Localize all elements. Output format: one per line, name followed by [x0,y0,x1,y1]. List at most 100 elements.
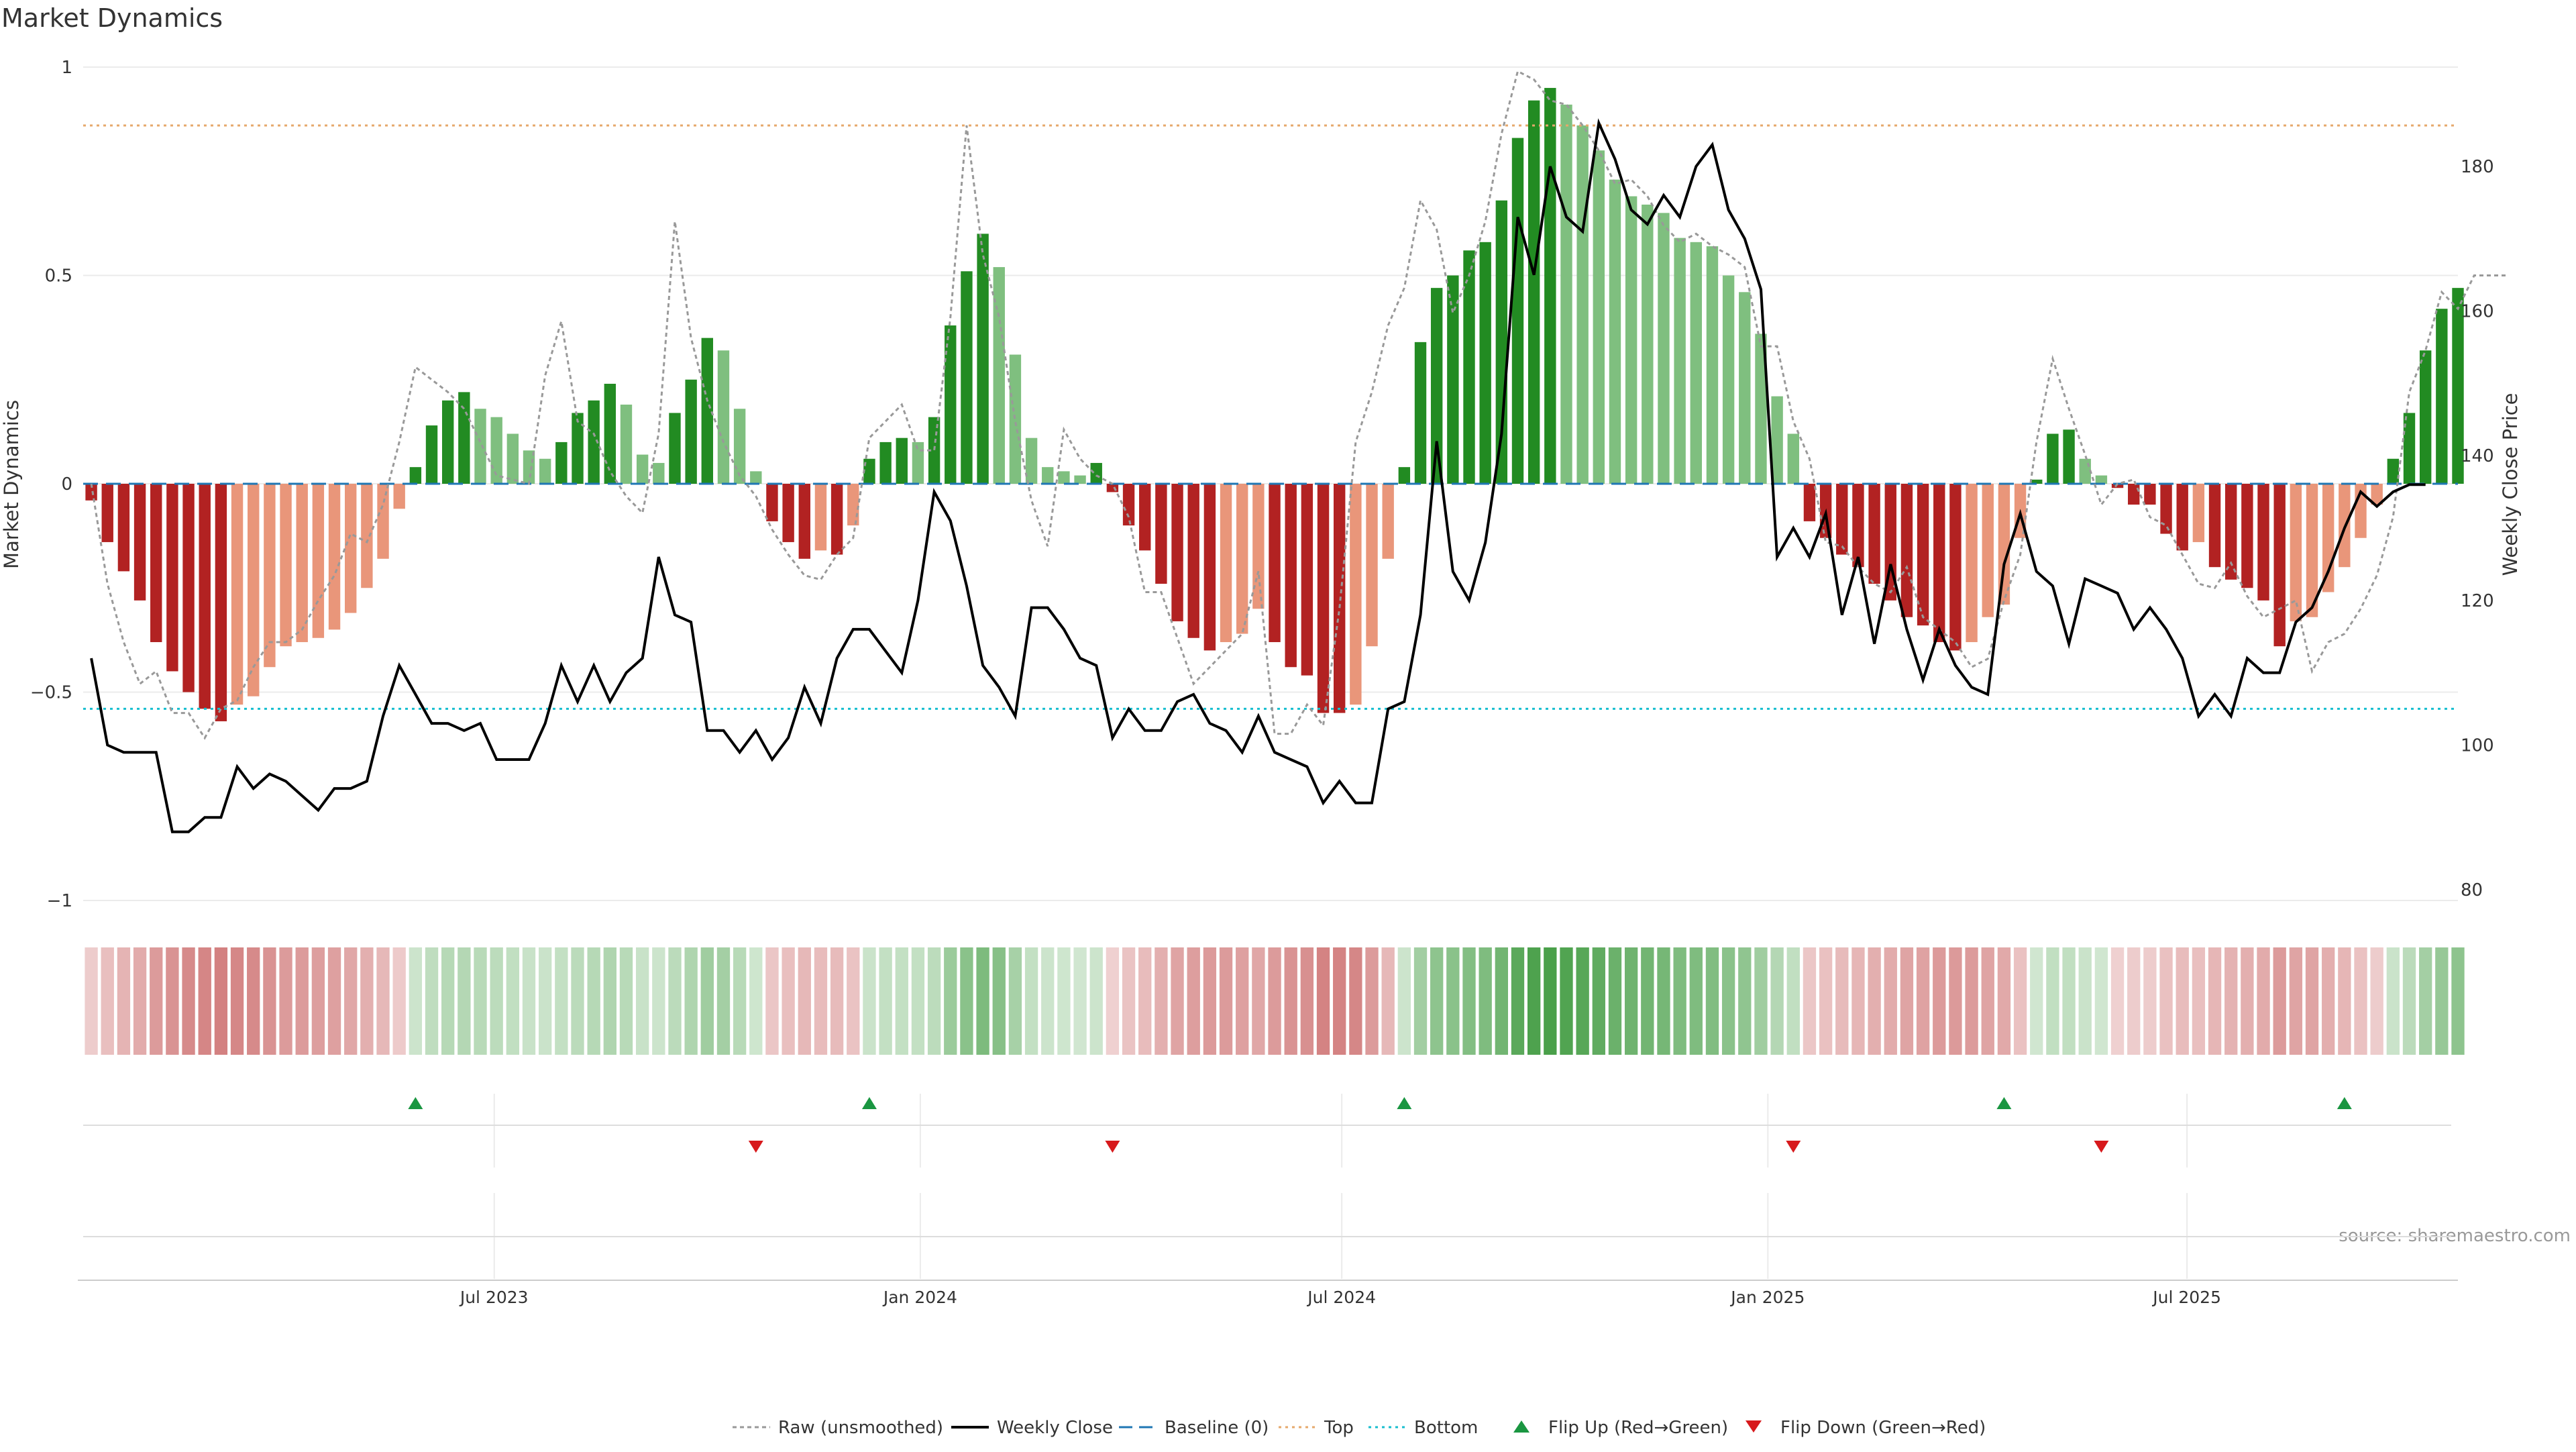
strip-cell [522,947,536,1055]
bar [1122,484,1135,526]
weekly-close-line [90,118,2426,833]
strip-cell [1333,947,1346,1055]
x-tick-label: Jul 2023 [459,1288,529,1307]
y2-tick-label: 100 [2461,735,2494,756]
flip-down-marker [2094,1141,2109,1153]
strip-cell [2289,947,2303,1055]
chart-title: Market Dynamics [1,3,223,33]
strip-cell [2354,947,2367,1055]
strip-cell [635,947,649,1055]
bar [1609,179,1621,484]
x-tick-label: Jan 2025 [1729,1288,1805,1307]
bar [2031,479,2043,484]
y2-tick-label: 160 [2461,302,2494,322]
bar [280,484,292,647]
strip-cell [1413,947,1428,1055]
strip-cell [1900,947,1914,1055]
strip-cell [1624,947,1638,1055]
bar [1252,484,1265,609]
strip-cell [182,947,195,1055]
strip-cell [2370,947,2383,1055]
strip-cell [101,947,114,1055]
strip-cell [1592,947,1605,1055]
bar [2403,413,2416,484]
bar [215,484,227,721]
bar [701,338,714,484]
strip-cell [1057,947,1071,1055]
strip-cell [895,947,908,1055]
bar [474,409,486,484]
bar [1106,484,1119,492]
bar [1836,484,1848,555]
bar [2273,484,2286,647]
bar [1317,484,1330,713]
strip-cell [798,947,811,1055]
strip-cell [944,947,957,1055]
strip-cell [847,947,860,1055]
bar [912,442,924,484]
bar [199,484,211,709]
strip-cell [85,947,98,1055]
strip-cell [1721,947,1735,1055]
strip-cell [2273,947,2286,1055]
bar [945,325,957,484]
bar [1301,484,1313,676]
bar [2047,433,2059,484]
bar [653,462,665,484]
bar [2128,484,2140,505]
bar [1722,275,1735,484]
strip-cell [782,947,795,1055]
bar [264,484,276,668]
strip-cell [1965,947,1978,1055]
strip-cell [2046,947,2059,1055]
bar [2419,350,2432,484]
y-tick-label: −0.5 [30,683,72,703]
strip-cell [2241,947,2254,1055]
strip-cell [879,947,892,1055]
strip-cell [1073,947,1087,1055]
strip-cell [2322,947,2335,1055]
strip-cell [1155,947,1168,1055]
strip-cell [1284,947,1297,1055]
strip-cell [716,947,731,1055]
strip-cell [1916,947,1930,1055]
bar [733,409,746,484]
strip-cell [603,947,616,1055]
grid [83,66,2458,1279]
strip-cell [1608,947,1622,1055]
bar [798,484,810,559]
y-tick-label: 0 [61,474,72,495]
bar [2095,475,2108,484]
bar [1852,484,1864,568]
strip-cell [1803,947,1817,1055]
bar [1187,484,1199,638]
bar [1658,213,1670,484]
bar [506,433,519,484]
bar [490,417,502,484]
strip-cell [992,947,1006,1055]
strip-cell [1203,947,1217,1055]
bar [1642,204,1654,484]
bar [847,484,859,526]
flip-down-marker [1105,1141,1120,1153]
strip-cell [587,947,600,1055]
bar [1090,462,1102,484]
strip-cell [2159,947,2173,1055]
bar [1269,484,1281,642]
strip-cell [1544,947,1557,1055]
strip-cell [765,947,779,1055]
bar [312,484,325,638]
strip-cell [506,947,520,1055]
strip-cell [1868,947,1881,1055]
y2-tick-label: 180 [2461,157,2494,177]
strip-cell [2030,947,2043,1055]
strip-cell [863,947,876,1055]
strip-cell [2176,947,2189,1055]
axes: 1 0.5 0 −0.5 −1 180 160 140 120 100 80 Jul 2023 Jan … [30,58,2494,1307]
strip-cell [749,947,763,1055]
strip-cell [1381,947,1395,1055]
strip-cell [441,947,455,1055]
strip-cell [2402,947,2416,1055]
strip-cell [700,947,714,1055]
